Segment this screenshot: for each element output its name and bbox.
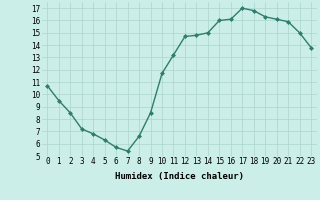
X-axis label: Humidex (Indice chaleur): Humidex (Indice chaleur) — [115, 172, 244, 181]
